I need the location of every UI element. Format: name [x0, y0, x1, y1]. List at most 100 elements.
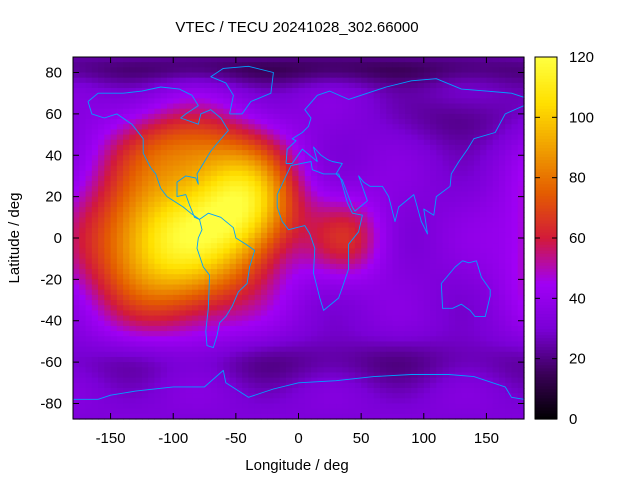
heat-cell [141, 72, 149, 79]
heat-cell [505, 325, 513, 332]
heat-cell [79, 346, 87, 353]
heat-cell [448, 377, 456, 384]
heat-cell [148, 238, 156, 244]
heat-cell [223, 181, 231, 187]
heat-cell [223, 341, 231, 348]
heat-cell [160, 160, 168, 167]
heat-cell [166, 320, 174, 327]
heat-cell [91, 232, 99, 239]
heat-cell [260, 367, 268, 374]
heat-cell [123, 403, 130, 410]
heat-cell [461, 77, 469, 84]
heat-cell [367, 341, 375, 348]
heat-cell [298, 124, 306, 130]
heat-cell [336, 305, 343, 311]
heat-cell [436, 232, 444, 239]
heat-cell [467, 181, 475, 187]
heat-cell [398, 150, 406, 156]
heat-cell [298, 362, 306, 368]
heat-cell [91, 341, 99, 348]
heat-cell [448, 67, 456, 74]
heat-cell [254, 331, 262, 337]
heat-cell [129, 93, 137, 99]
heat-cell [141, 170, 149, 177]
heat-cell [430, 165, 437, 172]
heat-cell [248, 372, 256, 379]
heat-cell [166, 206, 174, 213]
heat-cell [329, 191, 337, 198]
heat-cell [198, 294, 206, 301]
heat-cell [242, 196, 249, 203]
heat-cell [461, 72, 469, 79]
heat-cell [392, 181, 400, 187]
heat-cell [179, 238, 187, 244]
heat-cell [173, 206, 181, 213]
heat-cell [166, 160, 174, 167]
heat-cell [217, 175, 224, 182]
heat-cell [192, 82, 199, 89]
heat-cell [229, 248, 237, 255]
heat-cell [461, 88, 469, 94]
heat-cell [367, 165, 375, 172]
heat-cell [386, 186, 394, 193]
heat-cell [179, 175, 187, 182]
heat-cell [273, 367, 281, 374]
heat-cell [298, 238, 306, 244]
heat-cell [492, 289, 500, 296]
heat-cell [173, 403, 181, 410]
heat-cell [154, 377, 162, 384]
heat-cell [386, 367, 394, 374]
heat-cell [361, 175, 368, 182]
heat-cell [292, 372, 300, 379]
heat-cell [480, 393, 488, 399]
heat-cell [342, 196, 350, 203]
heat-cell [248, 155, 256, 162]
heat-cell [392, 196, 400, 203]
heat-cell [104, 98, 112, 105]
heat-cell [192, 413, 199, 420]
heat-cell [273, 217, 281, 224]
heat-cell [304, 289, 312, 296]
heat-cell [298, 310, 306, 317]
heat-cell [123, 119, 130, 125]
heat-cell [166, 294, 174, 301]
heat-cell [91, 382, 99, 389]
heat-cell [442, 300, 450, 306]
heat-cell [210, 331, 218, 337]
heat-cell [116, 274, 124, 280]
heat-cell [392, 139, 400, 146]
heat-cell [148, 258, 156, 265]
heat-cell [317, 243, 325, 249]
heat-cell [517, 124, 525, 130]
heat-cell [104, 315, 112, 322]
heat-cell [166, 279, 174, 286]
heat-cell [154, 279, 162, 286]
heat-cell [110, 387, 118, 394]
heat-cell [404, 139, 412, 146]
heat-cell [85, 294, 93, 301]
heat-cell [248, 232, 256, 239]
heat-cell [285, 310, 293, 317]
heat-cell [373, 310, 381, 317]
heat-cell [323, 232, 331, 239]
heat-cell [448, 134, 456, 141]
heat-cell [123, 181, 130, 187]
heat-cell [223, 77, 231, 84]
heat-cell [260, 186, 268, 193]
heat-cell [498, 212, 506, 218]
heat-cell [116, 181, 124, 187]
heat-cell [91, 336, 99, 343]
heat-cell [248, 356, 256, 363]
heat-cell [73, 98, 80, 105]
heat-cell [229, 253, 237, 260]
heat-cell [160, 398, 168, 405]
heat-cell [354, 103, 362, 110]
heat-cell [417, 393, 425, 399]
heat-cell [273, 119, 281, 125]
heat-cell [210, 124, 218, 130]
heat-cell [392, 124, 400, 130]
heat-cell [85, 351, 93, 358]
heat-cell [273, 103, 281, 110]
heat-cell [260, 341, 268, 348]
heat-cell [235, 77, 243, 84]
